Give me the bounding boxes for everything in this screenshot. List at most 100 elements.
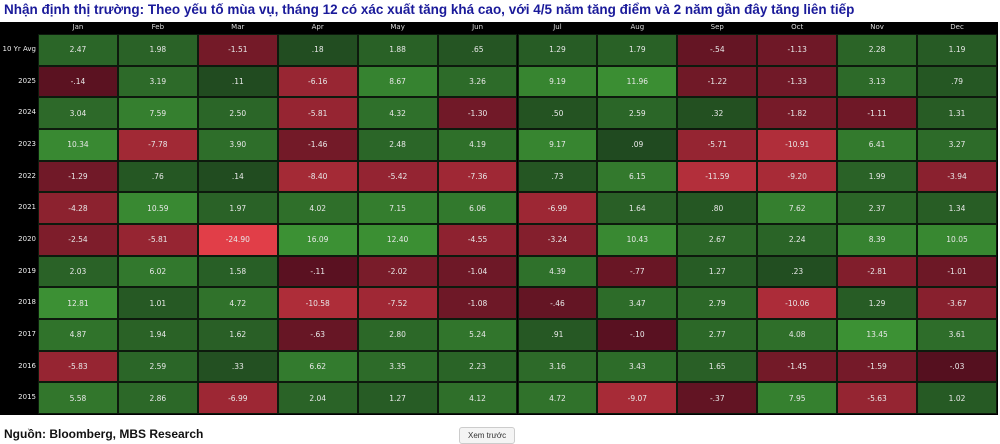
heatmap-cell: -1.33 <box>757 65 838 98</box>
heatmap-cell: 1.29 <box>517 34 598 66</box>
heatmap-cell: 4.39 <box>517 255 598 288</box>
page-title: Nhận định thị trường: Theo yếu tố mùa vụ… <box>4 2 855 17</box>
heatmap-cell: 1.27 <box>677 255 758 288</box>
heatmap-cell: 2.59 <box>597 97 678 129</box>
heatmap-cell: 4.32 <box>357 97 438 129</box>
heatmap-cell: -3.94 <box>917 160 997 193</box>
heatmap-cell: 9.17 <box>517 129 598 161</box>
heatmap-cell: 2.77 <box>677 319 758 351</box>
heatmap-cell: 7.59 <box>117 97 198 129</box>
heatmap-cell: -.03 <box>917 350 997 383</box>
heatmap-cell: 2.86 <box>117 382 198 414</box>
heatmap-cell: 3.43 <box>597 350 678 383</box>
heatmap-cell: -7.78 <box>117 129 198 161</box>
heatmap-cell: 9.19 <box>517 65 598 98</box>
heatmap-cell: 3.16 <box>517 350 598 383</box>
heatmap-cell: 6.41 <box>837 129 918 161</box>
heatmap-cell: .14 <box>197 160 278 193</box>
heatmap-cell: 3.47 <box>597 287 678 319</box>
heatmap-cell: 1.99 <box>837 160 918 193</box>
heatmap-cell: 3.13 <box>837 65 918 98</box>
heatmap-cell: -1.30 <box>437 97 518 129</box>
heatmap-cell: -10.58 <box>277 287 358 319</box>
heatmap-cell: 1.58 <box>197 255 278 288</box>
heatmap-cell: -2.54 <box>38 224 118 256</box>
heatmap-cell: 2.04 <box>277 382 358 414</box>
heatmap-cell: 3.61 <box>917 319 997 351</box>
heatmap-cell: -1.11 <box>837 97 918 129</box>
heatmap-cell: -3.24 <box>517 224 598 256</box>
heatmap-cell: 6.06 <box>437 192 518 224</box>
heatmap-cell: 1.88 <box>357 34 438 66</box>
heatmap-cell: 6.62 <box>277 350 358 383</box>
row-label: 2015 <box>18 393 36 402</box>
heatmap-cell: -6.16 <box>277 65 358 98</box>
row-label: 2023 <box>18 140 36 148</box>
column-header-oct: Oct <box>791 23 804 31</box>
heatmap-cell: 12.81 <box>38 287 118 319</box>
heatmap-cell: -10.06 <box>757 287 838 319</box>
column-header-apr: Apr <box>311 23 324 31</box>
column-header-feb: Feb <box>151 23 165 31</box>
heatmap-cell: 1.27 <box>357 382 438 414</box>
heatmap-cell: -5.42 <box>357 160 438 193</box>
heatmap-cell: 4.19 <box>437 129 518 161</box>
heatmap-cell: -1.82 <box>757 97 838 129</box>
heatmap-cell: 2.59 <box>117 350 198 383</box>
heatmap-cell: -5.83 <box>38 350 118 383</box>
column-header-sep: Sep <box>710 23 724 31</box>
heatmap-cell: -4.28 <box>38 192 118 224</box>
heatmap-cell: -5.63 <box>837 382 918 414</box>
row-label: 2021 <box>18 203 36 212</box>
heatmap-cell: 6.15 <box>597 160 678 193</box>
heatmap-cell: .33 <box>197 350 278 383</box>
heatmap-cell: 3.90 <box>197 129 278 161</box>
heatmap-cell: -11.59 <box>677 160 758 193</box>
heatmap-cell: 2.79 <box>677 287 758 319</box>
heatmap-cell: -7.52 <box>357 287 438 319</box>
heatmap-cell: 2.50 <box>197 97 278 129</box>
heatmap-cell: -.14 <box>38 65 118 98</box>
column-header-jan: Jan <box>72 23 84 31</box>
row-label: 2019 <box>18 266 36 275</box>
heatmap-cell: -.11 <box>277 255 358 288</box>
heatmap-cell: .80 <box>677 192 758 224</box>
heatmap-cell: 3.04 <box>38 97 118 129</box>
heatmap-cell: 1.19 <box>917 34 997 66</box>
heatmap-cell: -1.01 <box>917 255 997 288</box>
heatmap-cell: 4.12 <box>437 382 518 414</box>
row-label: 2020 <box>18 235 36 243</box>
heatmap-cell: -1.59 <box>837 350 918 383</box>
heatmap-cell: .09 <box>597 129 678 161</box>
column-header-may: May <box>390 23 405 31</box>
heatmap-cell: -1.29 <box>38 160 118 193</box>
heatmap-cell: -1.22 <box>677 65 758 98</box>
heatmap-cell: 7.15 <box>357 192 438 224</box>
row-label: 2022 <box>18 171 36 180</box>
row-label: 2025 <box>18 76 36 85</box>
heatmap-cell: 3.35 <box>357 350 438 383</box>
heatmap-cell: -.10 <box>597 319 678 351</box>
heatmap-cell: -.63 <box>277 319 358 351</box>
heatmap-cell: 4.87 <box>38 319 118 351</box>
heatmap-cell: -1.46 <box>277 129 358 161</box>
heatmap-cell: 5.58 <box>38 382 118 414</box>
heatmap-cell: 2.48 <box>357 129 438 161</box>
heatmap-cell: 1.98 <box>117 34 198 66</box>
heatmap-cell: .50 <box>517 97 598 129</box>
heatmap-cell: 3.27 <box>917 129 997 161</box>
heatmap-cell: 8.67 <box>357 65 438 98</box>
seasonality-heatmap: Jan Feb Mar Apr May Jun Jul Aug Sep Oct Nov Dec 10 Y… <box>0 22 998 415</box>
heatmap-cell: 4.08 <box>757 319 838 351</box>
heatmap-cell: 1.94 <box>117 319 198 351</box>
column-header-jun: Jun <box>472 23 483 31</box>
heatmap-cell: 4.72 <box>197 287 278 319</box>
heatmap-cell: -1.13 <box>757 34 838 66</box>
column-header-jul: Jul <box>553 23 562 31</box>
heatmap-cell: -24.90 <box>197 224 278 256</box>
heatmap-cell: 3.26 <box>437 65 518 98</box>
heatmap-cell: .23 <box>757 255 838 288</box>
preview-button[interactable]: Xem trước <box>459 427 516 444</box>
row-label: 2016 <box>18 361 36 370</box>
heatmap-cell: -1.04 <box>437 255 518 288</box>
